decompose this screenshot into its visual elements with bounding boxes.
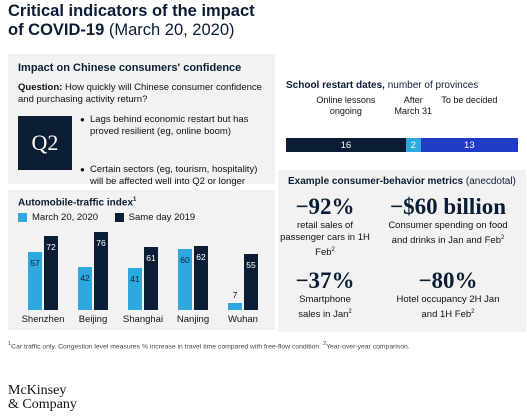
metric-4-value: −80% bbox=[418, 268, 478, 293]
traffic-value-label: 60 bbox=[180, 254, 190, 265]
school-bar: 16 2 13 bbox=[286, 138, 518, 152]
traffic-chart: 57 72 42 76 41 61 60 62 7 55 bbox=[18, 228, 268, 310]
confidence-heading: Impact on Chinese consumers' confidence bbox=[18, 62, 242, 74]
title-covid: of COVID-19 bbox=[8, 21, 105, 39]
mckinsey-logo: McKinsey & Company bbox=[8, 384, 77, 412]
school-heading-bold: School restart dates, bbox=[286, 80, 385, 91]
question-label: Question: bbox=[18, 82, 63, 93]
metric-3: −37% Smartphone sales in Jan2 bbox=[280, 268, 370, 321]
metric-2-desc-text: Consumer spending on food and drinks in … bbox=[388, 220, 508, 247]
traffic-value-label: 42 bbox=[80, 272, 90, 283]
title-line-2: of COVID-19 (March 20, 2020) bbox=[8, 21, 388, 40]
metric-4: −80% Hotel occupancy 2H Jan and 1H Feb2 bbox=[372, 268, 524, 321]
traffic-bar-shanghai-2019 bbox=[144, 247, 158, 310]
traffic-value-label: 72 bbox=[46, 242, 56, 253]
traffic-value-label: 57 bbox=[30, 257, 40, 268]
confidence-bullet-2: Certain sectors (eg, tourism, hospitalit… bbox=[80, 164, 273, 187]
traffic-bar-nanjing-2020 bbox=[178, 248, 192, 310]
traffic-city-label: Nanjing bbox=[176, 314, 210, 325]
traffic-bar-beijing-2019 bbox=[94, 232, 108, 310]
school-heading-rest: number of provinces bbox=[387, 80, 479, 91]
logo-line-1: McKinsey bbox=[8, 383, 67, 398]
legend-item-2019: Same day 2019 bbox=[114, 212, 196, 223]
traffic-bar-beijing-2020 bbox=[78, 266, 92, 310]
traffic-bar-shenzhen-2019 bbox=[44, 236, 58, 310]
traffic-heading-sup: 1 bbox=[133, 197, 137, 203]
footnote-text-2: Year-over-year comparison. bbox=[326, 343, 410, 351]
traffic-city-label: Beijing bbox=[78, 314, 108, 325]
traffic-city-label: Shanghai bbox=[122, 314, 164, 325]
metric-2-desc: Consumer spending on food and drinks in … bbox=[372, 220, 524, 247]
question-text: How quickly will Chinese consumer confid… bbox=[18, 82, 262, 105]
school-segment-label-1: Online lessons ongoing bbox=[316, 95, 376, 116]
consumer-heading: Example consumer-behavior metrics (anecd… bbox=[288, 176, 516, 187]
traffic-heading-text: Automobile-traffic index bbox=[18, 197, 134, 209]
traffic-value-label: 61 bbox=[146, 253, 156, 264]
consumer-heading-bold: Example consumer-behavior metrics bbox=[288, 176, 464, 187]
consumer-panel bbox=[278, 170, 526, 332]
q2-box: Q2 bbox=[18, 116, 72, 170]
metric-1: −92% retail sales of passenger cars in 1… bbox=[280, 194, 370, 259]
school-segment-1: 16 bbox=[286, 138, 406, 152]
traffic-bar-shenzhen-2020 bbox=[28, 251, 42, 310]
footnote-sup-2: 2 bbox=[322, 341, 327, 347]
metric-2-sup: 2 bbox=[500, 235, 505, 241]
school-segment-3: 13 bbox=[420, 138, 518, 152]
school-segment-label-3: To be decided bbox=[441, 95, 498, 105]
metric-1-desc-text: retail sales of passenger cars in 1H Feb bbox=[280, 220, 370, 259]
metric-4-desc: Hotel occupancy 2H Jan and 1H Feb2 bbox=[372, 294, 524, 321]
legend-swatch-2020 bbox=[18, 212, 27, 222]
title-date: (March 20, 2020) bbox=[108, 21, 235, 39]
metric-3-sup: 2 bbox=[348, 309, 352, 315]
metric-2: −$60 billion Consumer spending on food a… bbox=[372, 194, 524, 247]
metric-3-desc-text: Smartphone sales in Jan bbox=[298, 294, 351, 321]
footnote-text-1: Car traffic only. Congestion level measu… bbox=[11, 343, 322, 351]
traffic-heading: Automobile-traffic index1 bbox=[18, 197, 136, 208]
traffic-city-label: Shenzhen bbox=[21, 314, 65, 325]
school-heading: School restart dates, number of province… bbox=[286, 80, 478, 91]
traffic-city-labels: Shenzhen Beijing Shanghai Nanjing Wuhan bbox=[18, 314, 268, 328]
title-line-1: Critical indicators of the impact bbox=[8, 2, 255, 20]
school-segment-headers: Online lessons ongoing After March 31 To b… bbox=[286, 95, 518, 135]
legend-label-2020: March 20, 2020 bbox=[32, 212, 99, 223]
metric-2-value: −$60 billion bbox=[390, 194, 506, 219]
confidence-bullet-1: Lags behind economic restart but has pro… bbox=[80, 114, 273, 137]
traffic-bar-wuhan-2020 bbox=[228, 302, 242, 310]
metric-3-desc: Smartphone sales in Jan2 bbox=[280, 294, 370, 321]
legend-item-2020: March 20, 2020 bbox=[18, 212, 98, 223]
school-segment-label-2: After March 31 bbox=[394, 95, 432, 116]
traffic-value-label: 62 bbox=[196, 252, 206, 263]
traffic-value-label: 41 bbox=[130, 273, 140, 284]
metric-3-value: −37% bbox=[295, 268, 355, 293]
traffic-bar-wuhan-2019 bbox=[244, 253, 258, 310]
traffic-city-label: Wuhan bbox=[228, 314, 258, 325]
metric-4-sup: 2 bbox=[471, 309, 475, 315]
metric-1-desc: retail sales of passenger cars in 1H Feb… bbox=[280, 220, 370, 259]
traffic-legend: March 20, 2020 Same day 2019 bbox=[18, 212, 268, 223]
footnote-sup-1: 1 bbox=[8, 341, 12, 347]
metric-4-desc-text: Hotel occupancy 2H Jan and 1H Feb bbox=[396, 294, 500, 321]
traffic-bar-nanjing-2019 bbox=[194, 246, 208, 310]
school-segment-2: 2 bbox=[405, 138, 421, 152]
legend-swatch-2019 bbox=[114, 212, 124, 222]
traffic-value-label: 55 bbox=[246, 259, 256, 270]
consumer-heading-rest: (anecdotal) bbox=[465, 176, 516, 187]
confidence-question: Question: How quickly will Chinese consu… bbox=[18, 82, 263, 106]
metric-1-value: −92% bbox=[295, 194, 355, 219]
logo-line-2: & Company bbox=[8, 397, 77, 412]
traffic-bar-shanghai-2020 bbox=[128, 267, 142, 310]
footnote: 1Car traffic only. Congestion level meas… bbox=[8, 341, 523, 350]
traffic-value-label: 7 bbox=[232, 289, 238, 300]
metric-1-sup: 2 bbox=[331, 247, 335, 253]
traffic-value-label: 76 bbox=[96, 238, 106, 249]
legend-label-2019: Same day 2019 bbox=[128, 212, 196, 223]
page-title: Critical indicators of the impact of COV… bbox=[8, 2, 388, 40]
